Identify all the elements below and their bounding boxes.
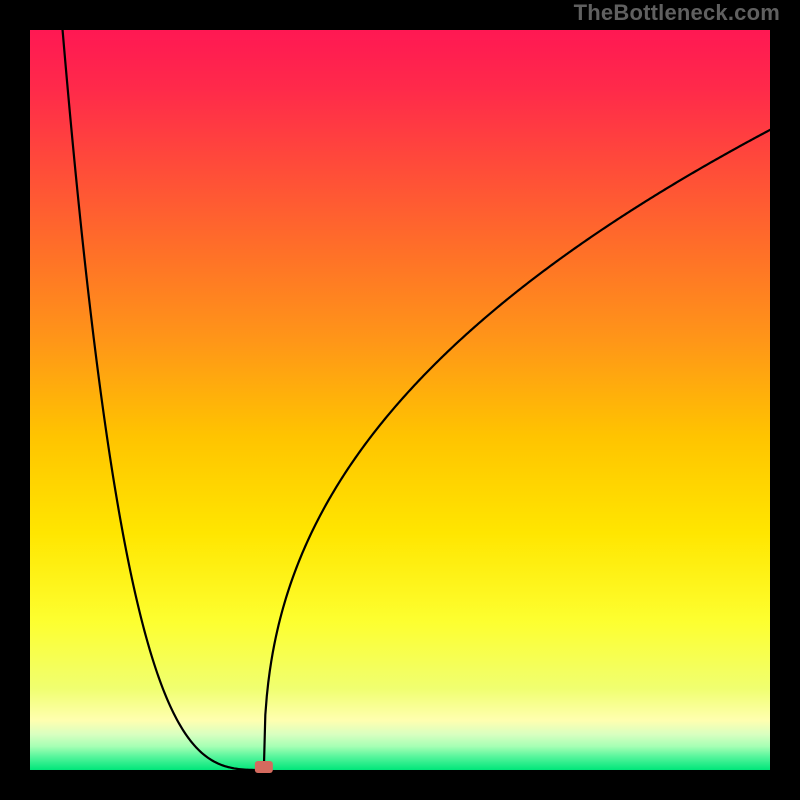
watermark-text: TheBottleneck.com <box>574 0 780 26</box>
optimum-marker <box>255 761 273 773</box>
chart-frame: TheBottleneck.com <box>0 0 800 800</box>
bottleneck-chart <box>0 0 800 800</box>
